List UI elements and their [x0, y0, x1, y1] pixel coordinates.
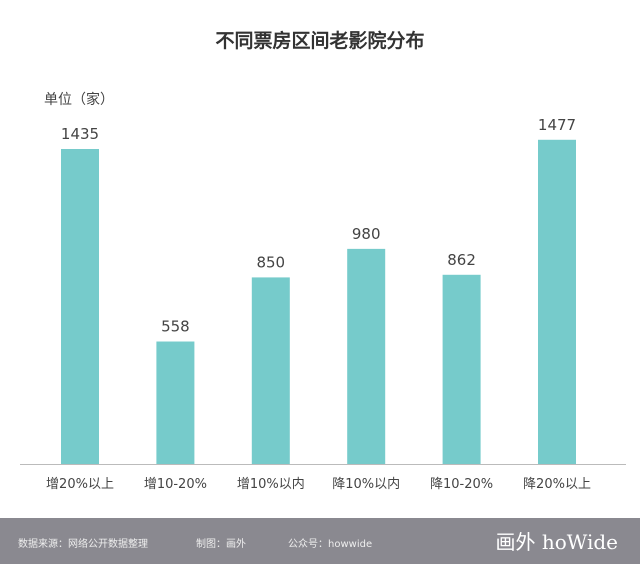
maker-text: 制图：画外: [196, 539, 246, 550]
chart-title: 不同票房区间老影院分布: [215, 30, 425, 52]
x-tick-label: 增20%以上: [46, 477, 114, 492]
source-text: 数据来源：网络公开数据整理: [18, 539, 148, 550]
bar: [442, 274, 481, 464]
data-label: 980: [352, 225, 381, 243]
bar: [538, 139, 576, 464]
bar-chart: 1435 增20%以上 558 增10-20% 850 增10%以内 980 降10%以内 86…: [20, 116, 626, 492]
x-tick-label: 降10%以内: [332, 476, 400, 492]
data-label: 558: [161, 318, 190, 336]
y-axis-label: 单位（家）: [44, 92, 114, 108]
data-label: 1435: [61, 125, 99, 143]
x-tick-label: 增10%以内: [237, 476, 305, 492]
data-label: 1477: [538, 116, 576, 134]
bar: [251, 277, 290, 464]
x-tick-label: 增10-20%: [144, 477, 207, 492]
bar: [61, 149, 99, 464]
footer: 数据来源：网络公开数据整理 制图：画外 公众号：howwide 画外 hoWid…: [0, 518, 640, 564]
account-text: 公众号：howwide: [288, 539, 373, 550]
data-label: 862: [447, 251, 476, 269]
bar: [347, 248, 386, 464]
x-tick-label: 降20%以上: [523, 477, 591, 492]
x-tick-label: 降10-20%: [430, 477, 493, 492]
data-label: 850: [256, 253, 285, 271]
logo: 画外 hoWide: [495, 530, 618, 554]
bar: [156, 341, 195, 464]
